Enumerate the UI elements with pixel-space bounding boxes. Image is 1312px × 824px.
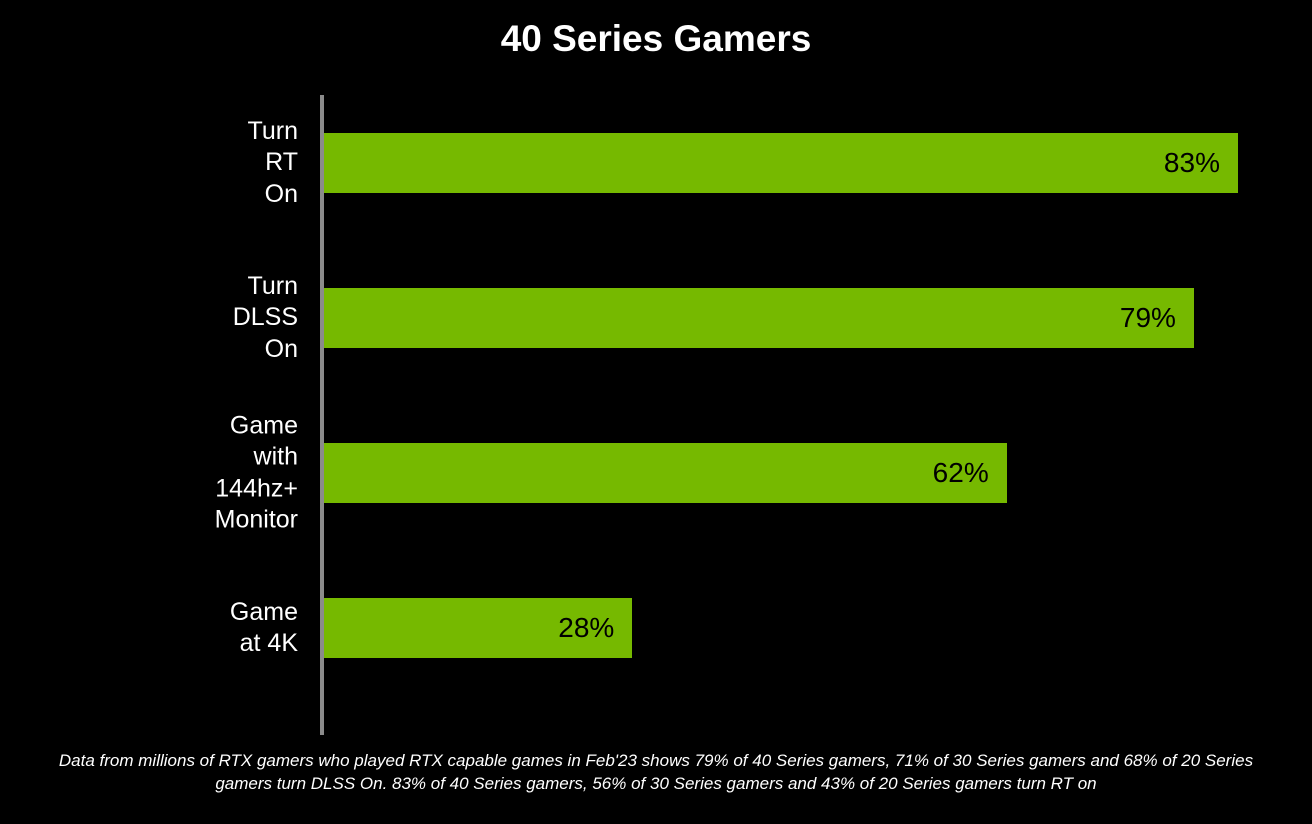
slide: 40 Series Gamers Turn RT On 83% Turn DLS… — [0, 0, 1312, 824]
category-label: Turn RT On — [248, 116, 320, 210]
bar-row: Game at 4K 28% — [320, 598, 1260, 658]
bar: 28% — [324, 598, 632, 658]
category-label: Game with 144hz+ Monitor — [215, 411, 320, 536]
footnote: Data from millions of RTX gamers who pla… — [0, 750, 1312, 796]
bar-row: Turn DLSS On 79% — [320, 288, 1260, 348]
bar-value-label: 28% — [558, 612, 614, 644]
bar: 83% — [324, 133, 1238, 193]
bar-row: Game with 144hz+ Monitor 62% — [320, 443, 1260, 503]
chart-title: 40 Series Gamers — [0, 18, 1312, 60]
bar: 79% — [324, 288, 1194, 348]
bar-chart: Turn RT On 83% Turn DLSS On 79% Game wit… — [320, 95, 1260, 735]
bar-value-label: 83% — [1164, 147, 1220, 179]
bar-row: Turn RT On 83% — [320, 133, 1260, 193]
category-label: Turn DLSS On — [233, 271, 320, 365]
category-label: Game at 4K — [230, 597, 320, 660]
bar-value-label: 79% — [1120, 302, 1176, 334]
bar-value-label: 62% — [933, 457, 989, 489]
bar: 62% — [324, 443, 1007, 503]
